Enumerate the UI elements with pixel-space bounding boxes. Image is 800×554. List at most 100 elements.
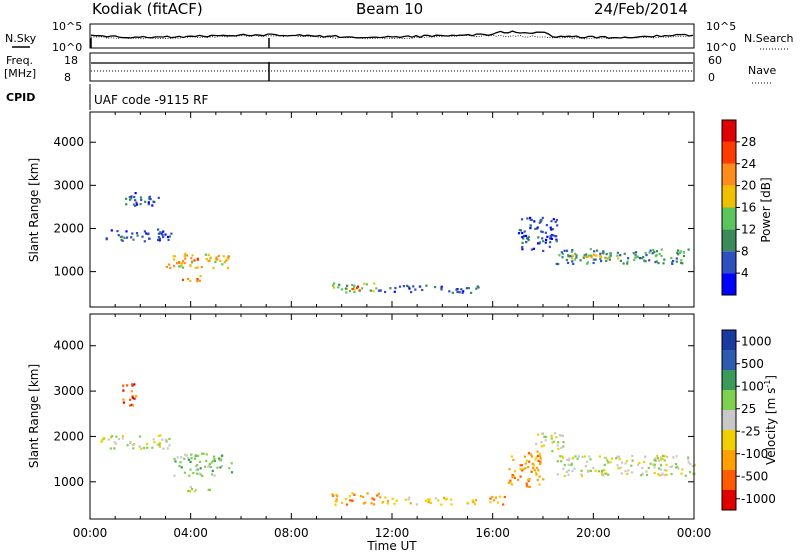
heatmap-cell xyxy=(674,463,677,466)
heatmap-cell xyxy=(375,287,378,290)
heatmap-cell xyxy=(474,499,477,502)
heatmap-cell xyxy=(601,251,604,254)
heatmap-cell xyxy=(334,500,337,503)
heatmap-cell xyxy=(521,248,524,251)
heatmap-cell xyxy=(535,473,538,476)
heatmap-cell xyxy=(570,462,573,465)
heatmap-cell xyxy=(552,440,555,443)
heatmap-cell xyxy=(350,499,353,502)
heatmap-cell xyxy=(369,289,372,292)
heatmap-cell xyxy=(425,284,428,287)
heatmap-cell xyxy=(356,285,359,288)
heatmap-cell xyxy=(571,456,575,459)
heatmap-cell xyxy=(600,472,603,475)
heatmap-cell xyxy=(181,266,185,269)
heatmap-cell xyxy=(530,453,533,456)
heatmap-cell xyxy=(147,203,150,206)
heatmap-cell xyxy=(132,238,135,241)
heatmap-cell xyxy=(148,237,151,240)
heatmap-cell xyxy=(348,495,351,498)
noise-right-tick-bottom: 10^0 xyxy=(706,41,736,54)
heatmap-cell xyxy=(379,496,382,499)
heatmap-cell xyxy=(136,234,139,237)
heatmap-cell xyxy=(534,458,537,461)
heatmap-cell xyxy=(555,238,558,241)
heatmap-cell xyxy=(549,226,552,229)
heatmap-cell xyxy=(532,247,535,250)
heatmap-cell xyxy=(371,497,374,500)
heatmap-cell xyxy=(409,502,412,505)
heatmap-cell xyxy=(130,390,133,393)
heatmap-cell xyxy=(458,291,461,294)
heatmap-cell xyxy=(525,241,528,244)
heatmap-cell xyxy=(603,469,606,472)
heatmap-cell xyxy=(627,469,630,472)
heatmap-cell xyxy=(407,286,410,289)
heatmap-cell xyxy=(377,289,381,292)
heatmap-cell xyxy=(647,466,650,470)
heatmap-cell xyxy=(133,195,136,199)
heatmap-cell xyxy=(208,488,211,491)
heatmap-cell xyxy=(144,200,147,203)
heatmap-cell xyxy=(576,457,579,460)
heatmap-cell xyxy=(121,239,124,242)
heatmap-cell xyxy=(415,503,418,506)
heatmap-cell xyxy=(202,452,205,455)
heatmap-cell xyxy=(133,443,136,446)
heatmap-cell xyxy=(648,251,651,254)
heatmap-cell xyxy=(653,471,656,474)
heatmap-cell xyxy=(359,495,362,498)
heatmap-cell xyxy=(586,460,589,463)
heatmap-cell xyxy=(577,455,580,458)
heatmap-cell xyxy=(373,282,376,285)
heatmap-cell xyxy=(449,498,453,501)
colorbar-tick-label: -1000 xyxy=(741,492,776,506)
heatmap-cell xyxy=(545,224,548,227)
heatmap-cell xyxy=(131,443,134,446)
heatmap-cell xyxy=(662,262,665,265)
heatmap-cell xyxy=(418,285,421,288)
heatmap-cell xyxy=(511,476,514,479)
heatmap-cell xyxy=(569,255,572,258)
heatmap-cell xyxy=(189,460,192,463)
heatmap-cell xyxy=(440,503,443,506)
heatmap-cell xyxy=(337,286,340,289)
heatmap-cell xyxy=(212,459,215,463)
heatmap-cell xyxy=(663,469,666,472)
heatmap-cell xyxy=(451,291,454,294)
heatmap-cell xyxy=(125,197,128,200)
heatmap-cell xyxy=(632,252,635,255)
heatmap-cell xyxy=(101,439,104,442)
heatmap-cell xyxy=(525,482,528,485)
y-tick-label: 2000 xyxy=(53,429,84,443)
heatmap-cell xyxy=(219,458,222,462)
heatmap-cell xyxy=(519,475,522,478)
heatmap-cell xyxy=(605,259,608,262)
heatmap-cell xyxy=(226,266,230,269)
y-tick-label: 2000 xyxy=(53,221,84,235)
heatmap-cell xyxy=(462,290,465,293)
heatmap-cell xyxy=(589,254,592,257)
heatmap-cell xyxy=(162,447,165,450)
heatmap-cell xyxy=(157,232,160,235)
power-y-axis: 1000 2000 3000 4000 xyxy=(53,112,695,307)
heatmap-cell xyxy=(581,456,584,459)
freq-label-top: Freq. xyxy=(6,54,33,67)
heatmap-cell xyxy=(550,237,554,240)
heatmap-cell xyxy=(496,501,500,504)
heatmap-cell xyxy=(176,262,179,265)
heatmap-cell xyxy=(527,466,530,469)
heatmap-cell xyxy=(512,474,515,477)
heatmap-cell xyxy=(600,260,603,263)
colorbar-segment xyxy=(722,330,736,350)
heatmap-cell xyxy=(582,256,585,259)
heatmap-cell xyxy=(529,216,532,219)
heatmap-cell xyxy=(370,502,373,505)
heatmap-cell xyxy=(472,501,475,504)
heatmap-cell xyxy=(571,249,574,252)
heatmap-cell xyxy=(675,260,678,263)
heatmap-cell xyxy=(659,464,663,467)
heatmap-cell xyxy=(635,255,638,258)
heatmap-cell xyxy=(520,464,523,467)
heatmap-cell xyxy=(560,446,563,450)
